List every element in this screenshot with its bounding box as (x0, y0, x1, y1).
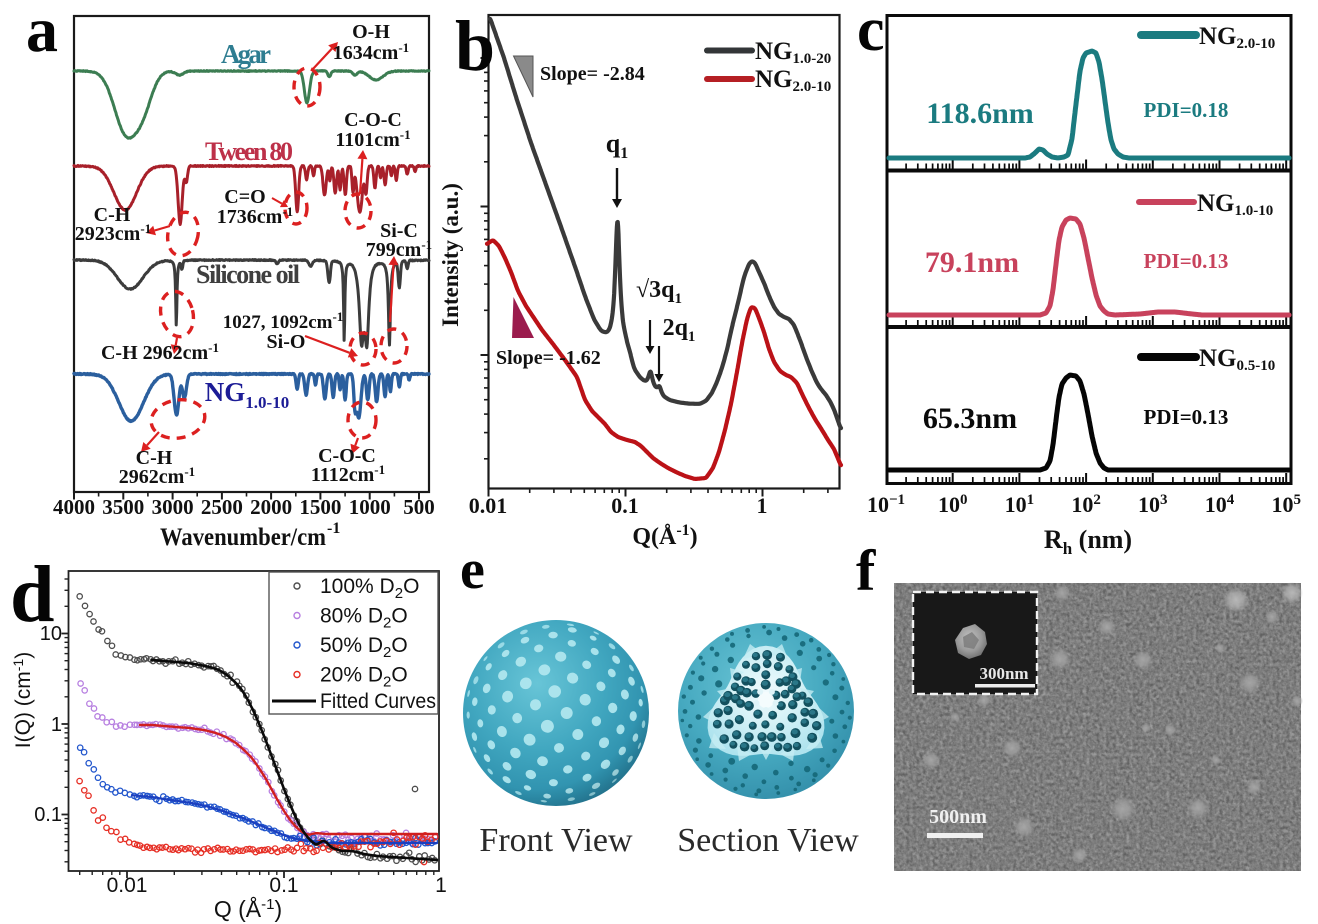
svg-text:1: 1 (757, 493, 768, 518)
svg-text:Si-O: Si-O (267, 331, 306, 353)
svg-text:0.01: 0.01 (107, 874, 148, 897)
svg-text:Slope= -2.84: Slope= -2.84 (540, 63, 645, 85)
svg-text:79.1nm: 79.1nm (925, 246, 1019, 279)
svg-text:0.01: 0.01 (469, 493, 508, 518)
svg-text:2000: 2000 (250, 495, 292, 519)
svg-text:-1: -1 (327, 520, 340, 537)
svg-text:3000: 3000 (152, 495, 194, 519)
svg-text:Rh (nm): Rh (nm) (1044, 525, 1132, 558)
svg-text:C-O-C: C-O-C (344, 109, 402, 131)
svg-text:b: b (455, 6, 495, 86)
svg-text:80% D2O: 80% D2O (320, 605, 408, 632)
svg-text:d: d (10, 551, 55, 639)
svg-text:2923cm-1: 2923cm-1 (75, 221, 151, 245)
svg-text:500: 500 (403, 495, 435, 519)
svg-text:300nm: 300nm (979, 664, 1028, 683)
svg-text:Si-C: Si-C (380, 220, 418, 242)
svg-text:1: 1 (51, 714, 62, 736)
svg-text:Agar: Agar (221, 39, 271, 69)
svg-text:C=O: C=O (224, 186, 265, 208)
svg-text:10: 10 (40, 623, 62, 645)
svg-text:799cm-1: 799cm-1 (366, 237, 432, 261)
svg-text:Wavenumber/cm: Wavenumber/cm (160, 524, 326, 551)
svg-text:2500: 2500 (201, 495, 243, 519)
svg-text:500nm: 500nm (929, 806, 987, 828)
svg-text:1: 1 (435, 874, 447, 897)
svg-text:Fitted Curves: Fitted Curves (320, 690, 436, 713)
svg-text:O-H: O-H (352, 21, 390, 43)
svg-text:2962cm-1: 2962cm-1 (119, 464, 195, 488)
svg-text:3500: 3500 (102, 495, 144, 519)
svg-text:Silicone oil: Silicone oil (196, 260, 300, 289)
svg-text:118.6nm: 118.6nm (926, 97, 1034, 130)
svg-text:c: c (857, 0, 885, 64)
svg-text:Tween 80: Tween 80 (205, 137, 293, 166)
svg-text:0.1: 0.1 (269, 874, 298, 897)
svg-text:65.3nm: 65.3nm (923, 402, 1017, 435)
svg-text:1000: 1000 (349, 495, 391, 519)
svg-text:C-O-C: C-O-C (318, 445, 376, 467)
svg-text:Front View: Front View (479, 822, 633, 859)
svg-text:50% D2O: 50% D2O (320, 634, 408, 661)
svg-text:C-H: C-H (136, 447, 173, 469)
svg-text:a: a (26, 0, 58, 65)
svg-text:PDI=0.13: PDI=0.13 (1144, 405, 1229, 429)
svg-text:PDI=0.18: PDI=0.18 (1144, 98, 1229, 122)
svg-text:Slope= -1.62: Slope= -1.62 (496, 347, 601, 369)
svg-text:100% D2O: 100% D2O (320, 575, 419, 602)
svg-text:f: f (856, 538, 876, 603)
svg-text:1634cm-1: 1634cm-1 (333, 40, 409, 64)
svg-text:e: e (460, 539, 485, 601)
svg-text:1027, 1092cm-1: 1027, 1092cm-1 (223, 309, 344, 333)
svg-text:0.1: 0.1 (611, 493, 639, 518)
svg-text:Intensity (a.u.): Intensity (a.u.) (438, 183, 463, 327)
svg-text:C-H 2962cm-1: C-H 2962cm-1 (101, 340, 219, 364)
svg-text:0.1: 0.1 (34, 804, 62, 826)
svg-text:105: 105 (1271, 492, 1301, 517)
svg-text:1112cm-1: 1112cm-1 (311, 462, 385, 486)
svg-text:4000: 4000 (53, 495, 95, 519)
svg-text:1101cm-1: 1101cm-1 (335, 127, 410, 151)
svg-text:1736cm-1: 1736cm-1 (217, 204, 293, 228)
svg-text:NG0.5-10: NG0.5-10 (1199, 345, 1275, 374)
svg-text:1500: 1500 (299, 495, 341, 519)
svg-text:C-H: C-H (94, 204, 131, 226)
svg-text:PDI=0.13: PDI=0.13 (1144, 249, 1229, 273)
svg-text:20% D2O: 20% D2O (320, 664, 408, 691)
svg-text:√3q1: √3q1 (636, 277, 682, 307)
svg-text:Section View: Section View (677, 822, 859, 859)
